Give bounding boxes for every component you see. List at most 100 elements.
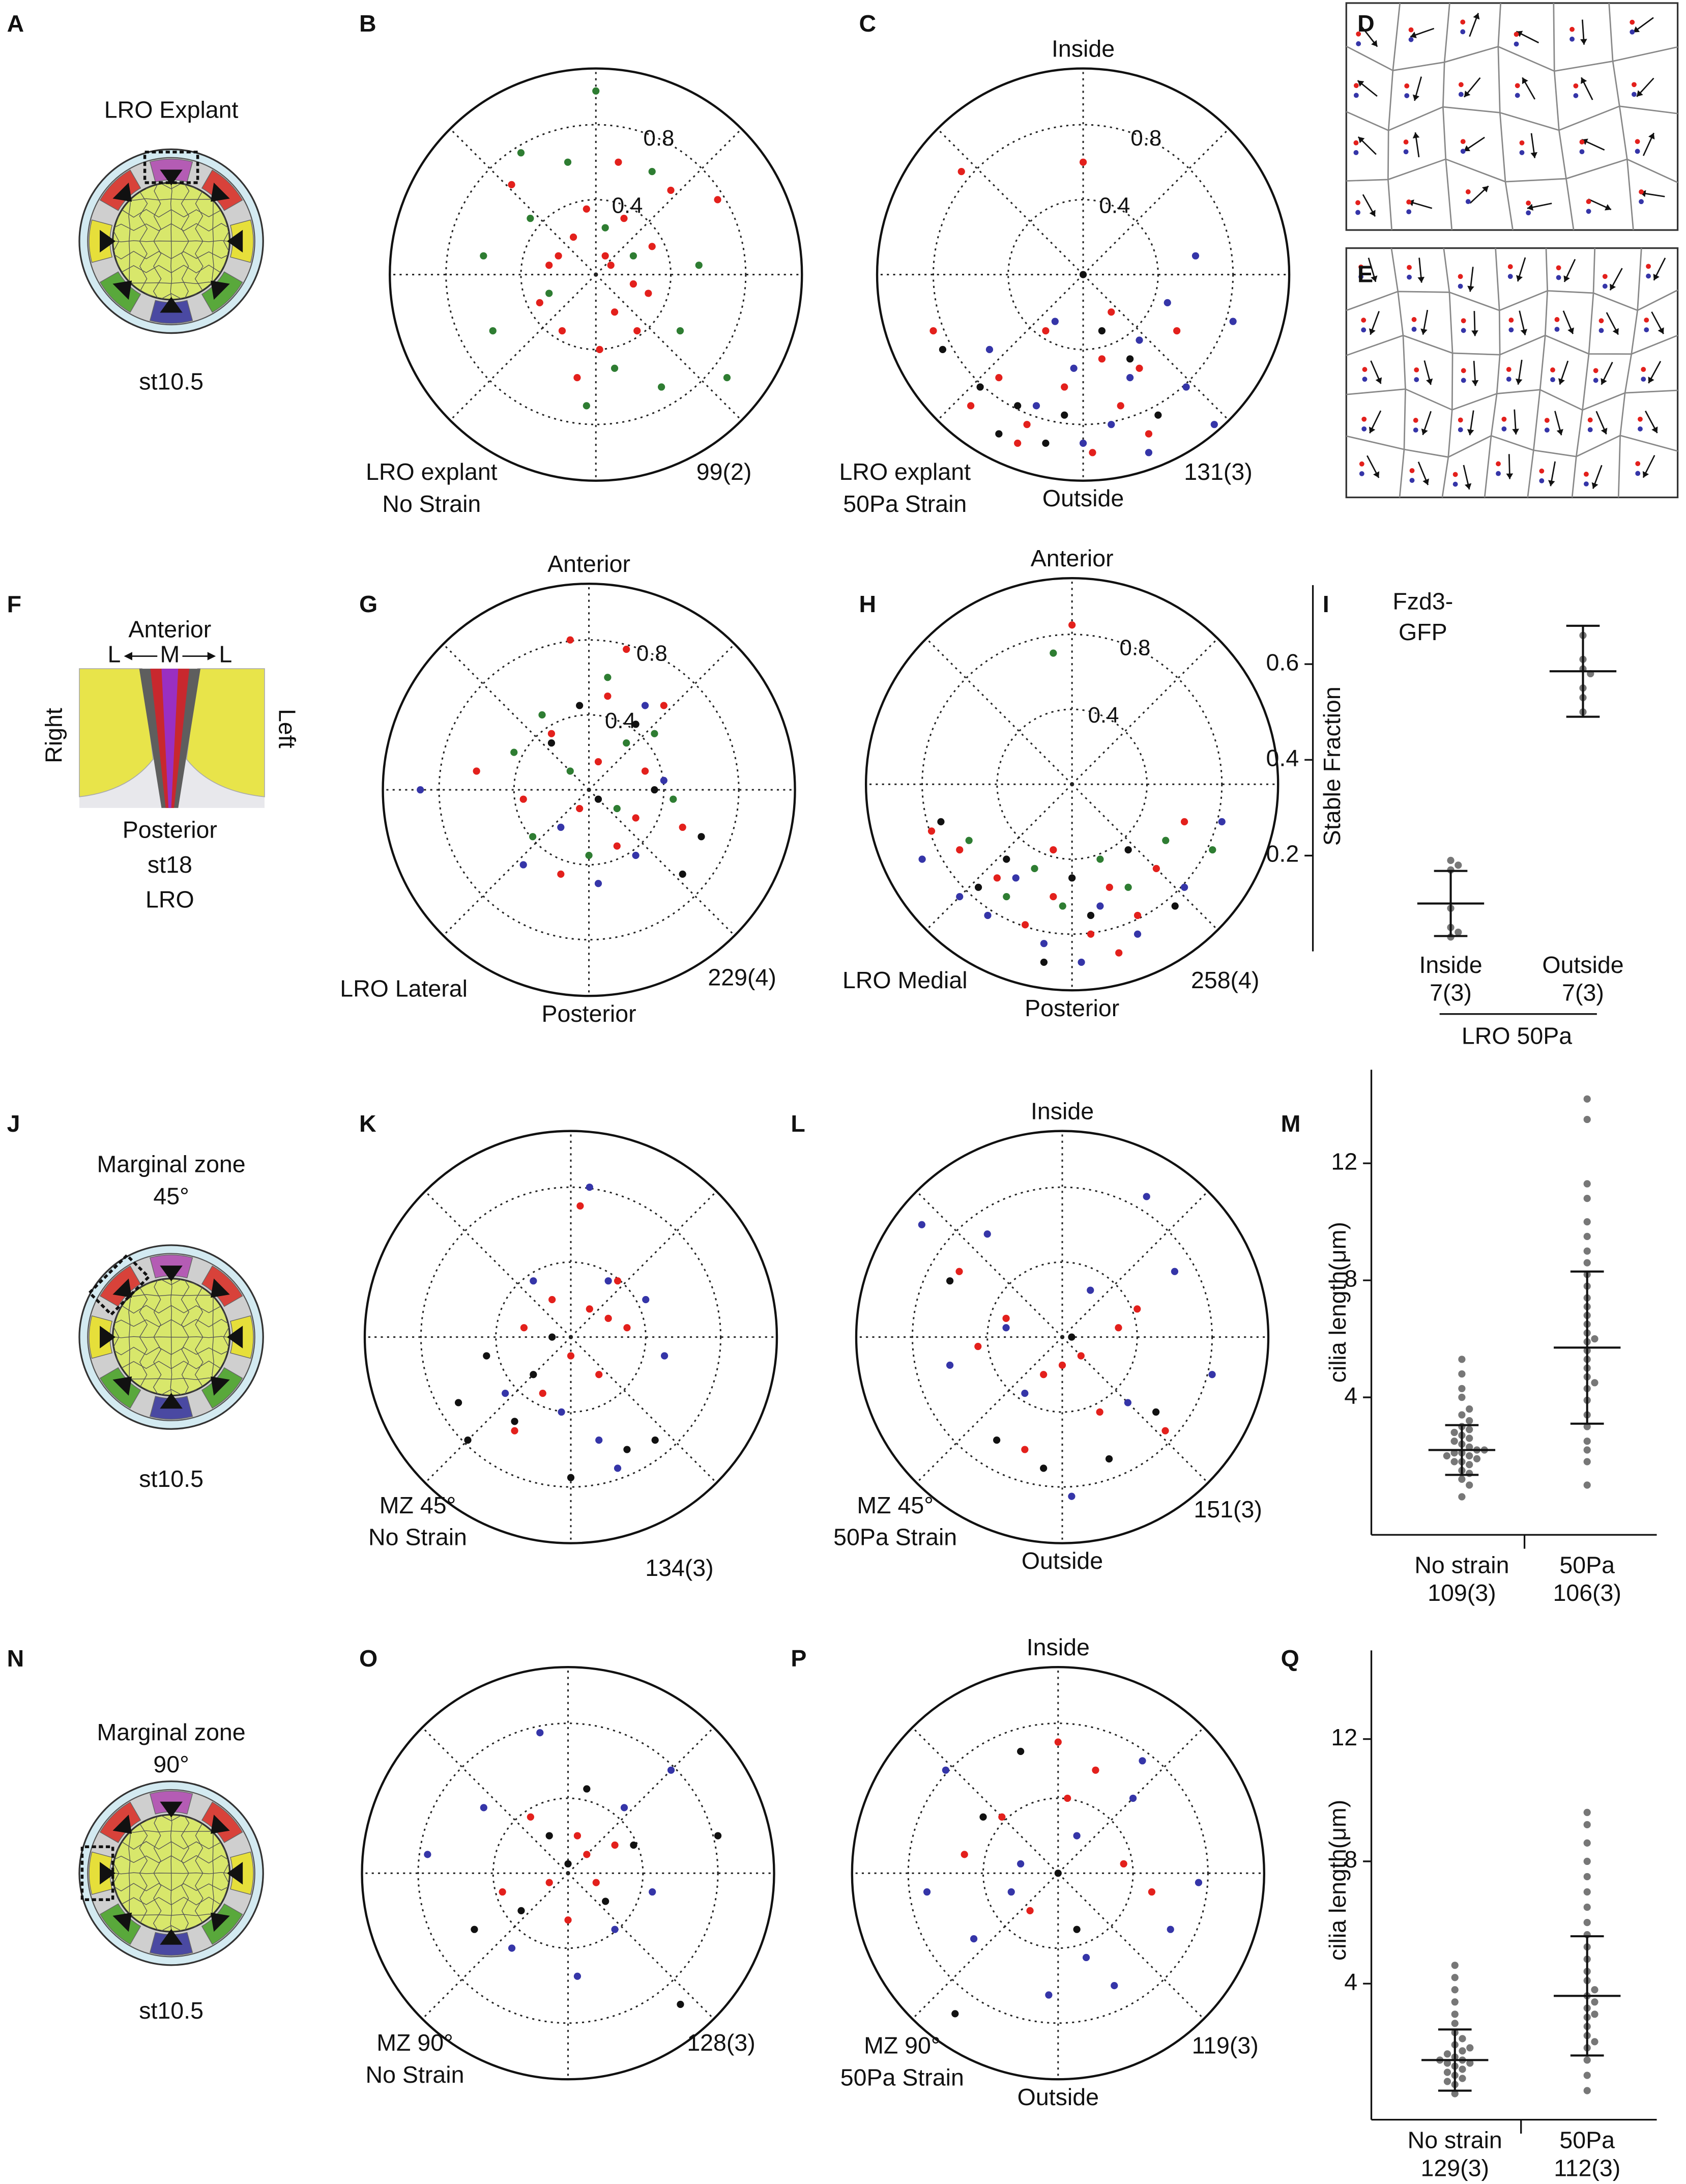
point: [1583, 1095, 1591, 1103]
arrow-head: [1581, 77, 1587, 84]
point: [623, 1324, 631, 1332]
marker-dot: [1508, 318, 1514, 323]
spoke: [595, 274, 742, 421]
point: [558, 1408, 565, 1416]
arrow-head: [1369, 328, 1376, 335]
point: [607, 262, 615, 269]
point: [483, 1352, 490, 1360]
marker-dot: [1362, 377, 1368, 382]
point: [1040, 940, 1048, 947]
spoke: [937, 274, 1084, 421]
y-tick-label: 0.6: [1266, 649, 1299, 675]
arrow-head: [1567, 327, 1574, 334]
ring-label: 0.4: [612, 193, 643, 218]
point: [417, 786, 424, 794]
arrow-head: [1371, 40, 1378, 47]
marker-dot: [1635, 149, 1640, 154]
chamber: [201, 271, 243, 313]
marker-dot: [1460, 29, 1466, 35]
marker-dot: [1579, 139, 1585, 145]
point: [615, 158, 622, 166]
marker-dot: [1414, 377, 1419, 382]
marker-dot: [1461, 328, 1466, 333]
pin: [211, 1278, 230, 1298]
count-label: 109(3): [1428, 1579, 1496, 1606]
point: [623, 1446, 631, 1453]
polar-title: 50Pa Strain: [843, 491, 967, 517]
ring: [986, 1261, 1138, 1413]
top-label: Inside: [1027, 1634, 1090, 1660]
point: [1096, 902, 1104, 910]
point: [1583, 1821, 1591, 1828]
marker-dot: [1539, 478, 1545, 483]
marker-dot: [1461, 378, 1466, 383]
point: [1124, 883, 1132, 891]
point: [1443, 2078, 1451, 2085]
spoke: [567, 1727, 714, 1874]
cell-edge: [1346, 334, 1678, 356]
x-tick-label: 50Pa: [1559, 2127, 1615, 2153]
marker-dot: [1411, 317, 1417, 322]
point: [939, 346, 947, 354]
ring-label: 0.4: [1088, 703, 1119, 728]
point: [1443, 2050, 1451, 2058]
point: [1098, 355, 1106, 363]
arrow-head: [1653, 273, 1660, 280]
point: [604, 692, 612, 700]
point: [557, 823, 565, 831]
arrow-head: [1591, 482, 1598, 489]
point: [1180, 818, 1188, 825]
point: [1583, 1423, 1591, 1430]
point: [1591, 1998, 1598, 2006]
point: [629, 252, 637, 260]
x-tick-label: 50Pa: [1559, 1551, 1615, 1578]
cell-edge: [170, 1815, 172, 1932]
group-label: LRO 50Pa: [1462, 1023, 1572, 1049]
arrow-head: [1506, 473, 1514, 479]
point: [1583, 1218, 1591, 1226]
point: [1171, 1268, 1179, 1275]
point: [586, 1305, 593, 1313]
cell-edge: [181, 183, 190, 300]
ring: [445, 124, 747, 425]
point: [548, 1296, 556, 1304]
arrow-head: [1527, 204, 1533, 211]
point: [1164, 299, 1171, 306]
point: [1466, 1417, 1473, 1425]
point: [1145, 430, 1153, 438]
point: [510, 749, 518, 756]
marker-dot: [1554, 327, 1560, 332]
point: [594, 880, 602, 887]
marker-dot: [1359, 471, 1364, 476]
point: [1210, 421, 1218, 428]
arrow-head: [1637, 90, 1643, 97]
polar-frame: [389, 67, 803, 482]
panel-label: C: [859, 10, 876, 37]
cell-edge: [1442, 3, 1453, 231]
pin: [211, 1815, 230, 1834]
point: [611, 364, 619, 372]
panel-label: H: [859, 591, 876, 617]
arrow-head: [1658, 327, 1664, 334]
arrow-head: [1421, 428, 1428, 435]
x-tick-label: No strain: [1414, 1551, 1509, 1578]
arrow-head: [1512, 428, 1519, 435]
y-tick-label: 0.2: [1266, 841, 1299, 867]
spoke: [1071, 784, 1218, 931]
spoke: [424, 1336, 572, 1484]
point: [984, 911, 992, 919]
point: [1023, 421, 1031, 428]
point: [517, 1907, 525, 1914]
arrow-head: [1580, 39, 1587, 45]
point: [918, 855, 926, 863]
spoke: [937, 128, 1084, 275]
arrow-head: [1471, 380, 1479, 386]
polar-title: No Strain: [366, 2061, 464, 2088]
point: [620, 1804, 628, 1812]
arrow-head: [1420, 328, 1428, 335]
spoke: [1082, 274, 1230, 421]
point: [576, 1202, 584, 1210]
spoke: [1057, 1873, 1205, 2020]
point: [645, 290, 652, 297]
point: [519, 795, 527, 803]
